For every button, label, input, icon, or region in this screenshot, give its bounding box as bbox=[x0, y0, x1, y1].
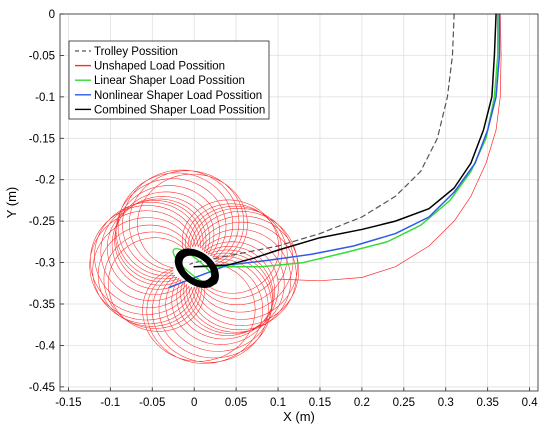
x-tick-label: 0.25 bbox=[393, 397, 415, 409]
legend-label: Linear Shaper Load Possition bbox=[94, 75, 245, 87]
y-tick-label: -0.15 bbox=[29, 133, 55, 145]
x-tick-label: 0.4 bbox=[522, 397, 539, 409]
legend-box bbox=[68, 40, 270, 120]
combined-shaper-load-possition-line bbox=[193, 13, 497, 268]
legend-label: Combined Shaper Load Possition bbox=[94, 104, 265, 116]
x-tick-label: 0.2 bbox=[354, 397, 370, 409]
y-axis-label: Y (m) bbox=[4, 187, 19, 219]
combined-shaper-load-possition-series bbox=[174, 13, 497, 288]
legend-item-linear-shaper-load-possition: Linear Shaper Load Possition bbox=[75, 75, 245, 87]
legend-item-nonlinear-shaper-load-possition: Nonlinear Shaper Load Possition bbox=[75, 90, 262, 102]
x-tick-label: 0 bbox=[191, 397, 197, 409]
y-tick-label: -0.1 bbox=[35, 92, 55, 104]
series-layer bbox=[89, 13, 502, 364]
x-tick-labels: -0.15 -0.1 -0.05 0 0.05 0.1 0.15 0.2 0.25 0.3 0.35… bbox=[55, 397, 538, 409]
combined-shaper-residual-ellipse bbox=[174, 248, 219, 288]
trolley-possition-series bbox=[189, 13, 455, 265]
y-tick-label: -0.05 bbox=[29, 50, 55, 62]
x-tick-label: 0.05 bbox=[225, 397, 247, 409]
y-tick-label: -0.25 bbox=[29, 216, 55, 228]
legend-item-combined-shaper-load-possition: Combined Shaper Load Possition bbox=[75, 104, 265, 116]
x-tick-label: -0.15 bbox=[55, 397, 81, 409]
nonlinear-shaper-load-possition-line bbox=[168, 13, 501, 289]
y-tick-label: 0 bbox=[49, 9, 55, 21]
nonlinear-shaper-load-possition-series bbox=[168, 13, 501, 289]
x-tick-label: -0.1 bbox=[100, 397, 120, 409]
x-tick-label: 0.1 bbox=[270, 397, 286, 409]
x-tick-label: -0.05 bbox=[139, 397, 165, 409]
trolley-possition-line bbox=[189, 13, 455, 265]
x-axis-label: X (m) bbox=[283, 409, 315, 424]
x-tick-label: 0.35 bbox=[476, 397, 498, 409]
y-tick-label: -0.3 bbox=[35, 258, 55, 270]
legend-label: Nonlinear Shaper Load Possition bbox=[94, 90, 262, 102]
y-tick-label: -0.2 bbox=[35, 175, 55, 187]
unshaped-approach-line bbox=[277, 13, 502, 282]
legend-label: Trolley Possition bbox=[94, 46, 178, 58]
legend-item-unshaped-load-possition: Unshaped Load Possition bbox=[75, 61, 225, 73]
legend: Trolley Possition Unshaped Load Possition… bbox=[68, 40, 270, 120]
linear-shaper-load-possition-line bbox=[193, 13, 499, 268]
unshaped-load-possition-series bbox=[89, 13, 502, 364]
y-tick-label: -0.4 bbox=[35, 340, 55, 352]
legend-label: Unshaped Load Possition bbox=[94, 61, 225, 73]
plot-frame bbox=[59, 13, 539, 392]
unshaped-oscillation-line bbox=[89, 169, 300, 364]
y-tick-label: -0.35 bbox=[29, 299, 55, 311]
y-tick-labels: 0 -0.05 -0.1 -0.15 -0.2 -0.25 -0.3 -0.35 -0.4 -0.… bbox=[29, 9, 56, 394]
y-tick-label: -0.45 bbox=[29, 382, 55, 394]
x-tick-label: 0.3 bbox=[438, 397, 454, 409]
x-tick-label: 0.15 bbox=[309, 397, 331, 409]
legend-item-trolley-possition: Trolley Possition bbox=[75, 46, 178, 58]
